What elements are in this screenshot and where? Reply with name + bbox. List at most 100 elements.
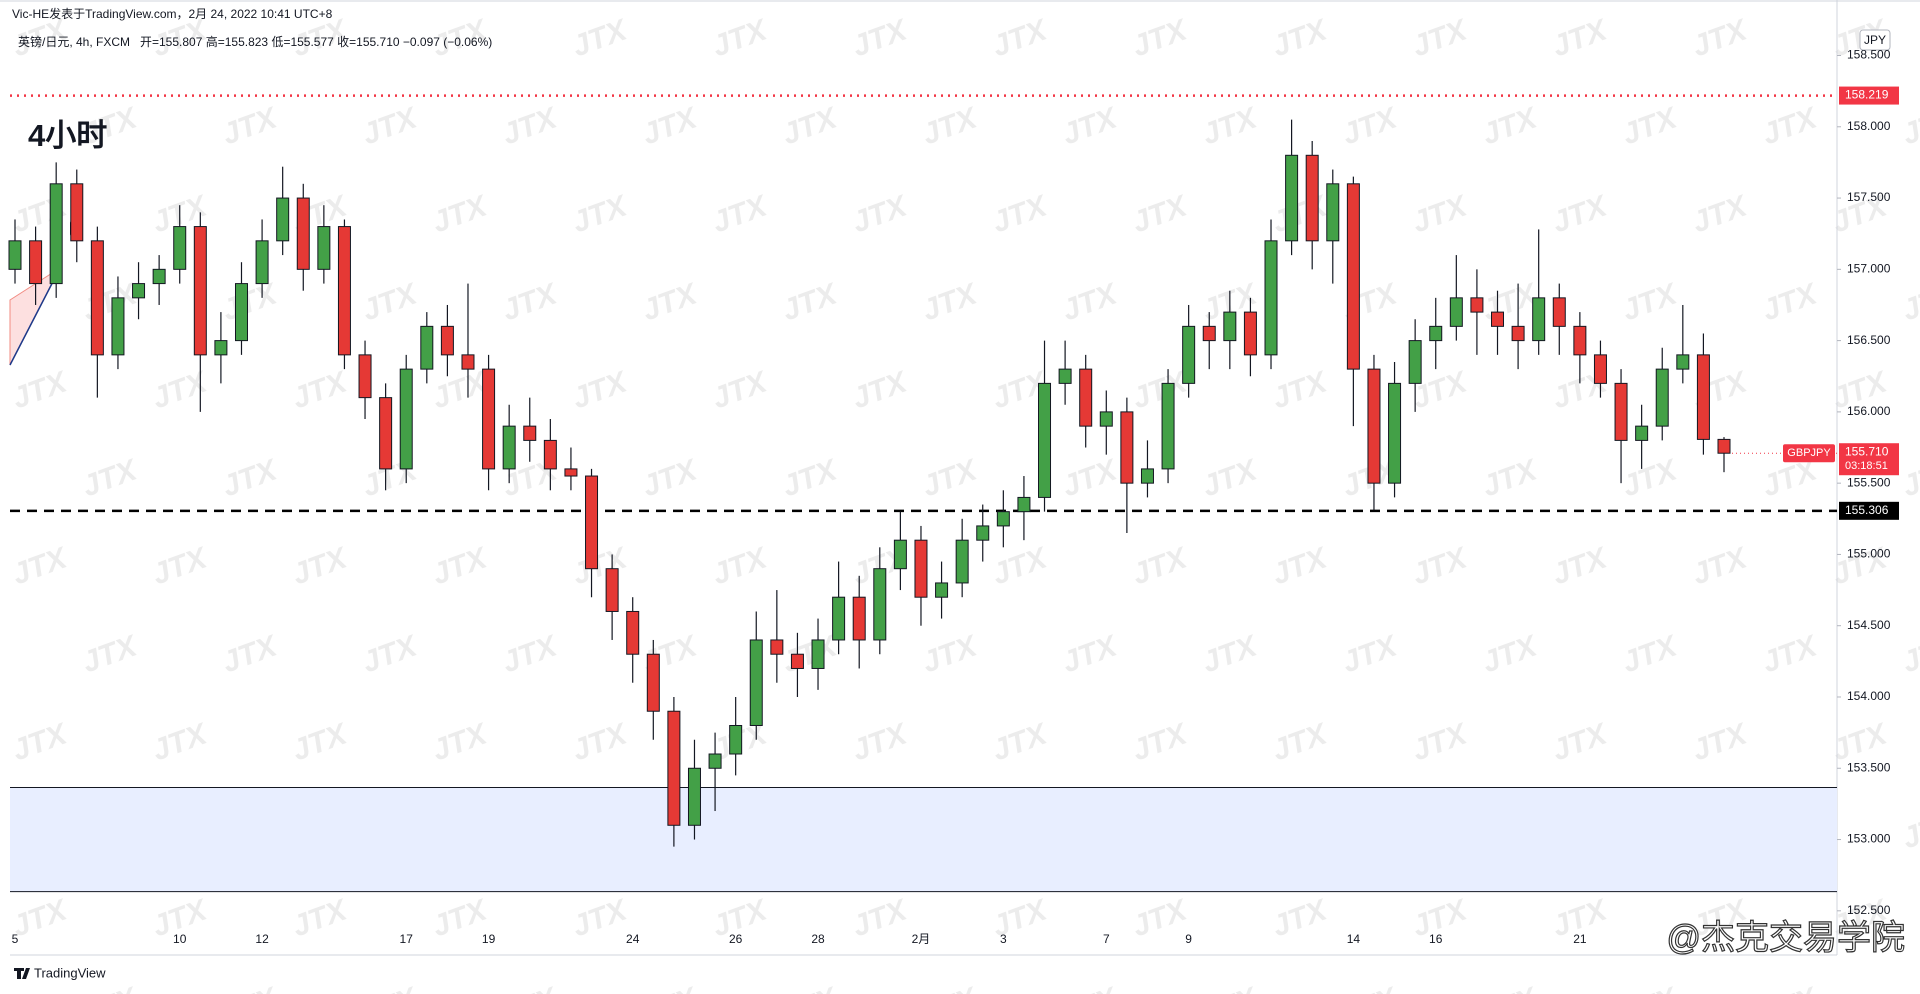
candle-body	[1285, 154, 1299, 242]
candle-body	[276, 197, 290, 242]
x-tick-label: 28	[811, 932, 825, 946]
candle-body	[132, 283, 146, 299]
symbol-line: 英镑/日元, 4h, FXCM	[18, 34, 130, 49]
y-tick-label: 157.500	[1847, 190, 1891, 204]
candle-body	[1552, 297, 1566, 327]
y-tick-label: 156.500	[1847, 333, 1891, 347]
y-tick-label: 154.500	[1847, 618, 1891, 632]
candle-body	[1388, 382, 1402, 484]
support-zone	[10, 787, 1837, 892]
signature: @杰克交易学院	[1666, 919, 1905, 957]
candle-body	[811, 639, 825, 669]
candle-body	[1696, 354, 1710, 440]
candle-body	[70, 183, 84, 242]
y-tick-label: 154.000	[1847, 689, 1891, 703]
candle-body	[1491, 311, 1505, 327]
x-tick-label: 21	[1573, 932, 1587, 946]
candle-body	[873, 568, 887, 641]
level-label-box	[1839, 501, 1899, 520]
countdown: 03:18:51	[1845, 460, 1888, 472]
candle-body	[1676, 354, 1690, 370]
candle-body	[914, 539, 928, 598]
last-price-box	[1839, 443, 1899, 476]
candle-body	[729, 724, 743, 755]
x-tick-label: 14	[1347, 932, 1361, 946]
y-tick-label: 155.000	[1847, 547, 1891, 561]
candle-body	[667, 710, 681, 826]
y-tick-label: 153.500	[1847, 760, 1891, 774]
candle-body	[605, 568, 619, 612]
candle-body	[1140, 468, 1154, 484]
candle-body	[852, 596, 866, 641]
x-tick-label: 7	[1103, 932, 1110, 946]
candle-body	[173, 226, 187, 270]
x-tick-label: 16	[1429, 932, 1443, 946]
x-tick-label: 10	[173, 932, 187, 946]
candle-body	[708, 753, 722, 769]
drawing-line	[9, 267, 61, 366]
candle-body	[379, 397, 393, 470]
candle-body	[1346, 183, 1360, 370]
candle-body	[1573, 325, 1587, 356]
candle-body	[337, 226, 351, 356]
x-tick-label: 2月	[912, 932, 931, 946]
candle-body	[1326, 183, 1340, 242]
candle-body	[8, 240, 22, 270]
candle-body	[1099, 411, 1113, 427]
candle-body	[255, 240, 269, 285]
currency: JPY	[1864, 33, 1886, 47]
y-tick-label: 157.000	[1847, 262, 1891, 276]
candle-body	[523, 425, 537, 441]
y-tick-label: 158.500	[1847, 48, 1891, 62]
candle-body	[399, 368, 413, 470]
candle-body	[1593, 354, 1607, 384]
candle-body	[1408, 340, 1422, 384]
chart-title: 4小时	[28, 118, 107, 153]
symbol-box	[1783, 444, 1835, 463]
candle-body	[687, 767, 701, 826]
x-tick-label: 17	[400, 932, 414, 946]
x-tick-label: 26	[729, 932, 743, 946]
candle-body	[193, 226, 207, 356]
candle-body	[626, 610, 640, 655]
candle-body	[440, 325, 454, 356]
candle-body	[358, 354, 372, 399]
candle-body	[296, 197, 310, 270]
x-tick-label: 9	[1185, 932, 1192, 946]
candle-body	[1120, 411, 1134, 484]
brand: TradingView	[34, 965, 106, 980]
x-tick-label: 3	[1000, 932, 1007, 946]
candle-body	[749, 639, 763, 726]
x-tick-label: 19	[482, 932, 496, 946]
brand-logo	[14, 968, 30, 979]
author-line: Vic-HE发表于TradingView.com，2月 24, 2022 10:…	[12, 6, 333, 21]
level-label: 155.306	[1845, 503, 1889, 517]
candle-body	[1614, 382, 1628, 441]
candle-body	[1717, 438, 1731, 454]
candle-body	[1038, 382, 1052, 498]
candle-body	[1511, 325, 1525, 342]
candle-body	[1367, 368, 1381, 484]
candle-body	[1264, 240, 1278, 356]
y-tick-label: 152.500	[1847, 903, 1891, 917]
candle-body	[1182, 325, 1196, 384]
candle-body	[1532, 297, 1546, 342]
candle-body	[935, 582, 949, 598]
last-price-label: 155.710	[1845, 444, 1889, 458]
candle-body	[564, 468, 578, 477]
candle-body	[1079, 368, 1093, 427]
candle-body	[1243, 311, 1257, 356]
candle-body	[482, 368, 496, 470]
y-tick-label: 158.000	[1847, 119, 1891, 133]
candle-body	[1305, 154, 1319, 242]
y-tick-label: 156.000	[1847, 404, 1891, 418]
x-tick-label: 12	[255, 932, 269, 946]
candle-body	[29, 240, 43, 285]
ohlc-line: 开=155.807 高=155.823 低=155.577 收=155.710 …	[140, 34, 492, 49]
level-label-box	[1839, 86, 1899, 105]
candle-body	[996, 511, 1010, 527]
candle-body	[1202, 325, 1216, 342]
candle-body	[234, 283, 248, 342]
candle-body	[1058, 368, 1072, 384]
